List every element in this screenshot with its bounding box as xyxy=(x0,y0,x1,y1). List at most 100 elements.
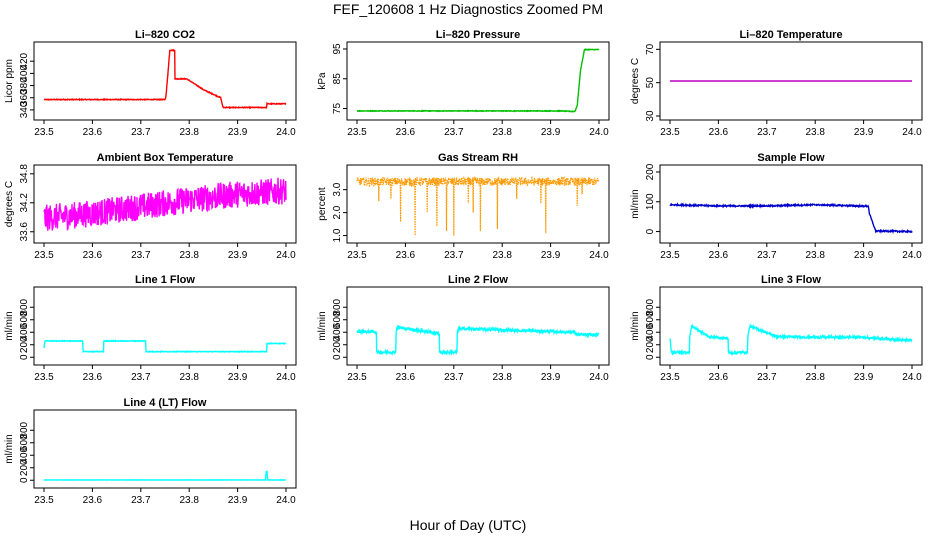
plot-frame xyxy=(346,164,610,244)
y-tick-label: 30 xyxy=(645,110,656,122)
x-tick-label: 24.0 xyxy=(589,372,609,383)
y-tick-label: 85 xyxy=(332,73,343,85)
y-tick-label: 34.2 xyxy=(19,193,30,213)
y-tick-label: 200 xyxy=(19,459,30,476)
x-tick-label: 23.8 xyxy=(179,372,199,383)
y-tick-label: 0 xyxy=(19,477,30,483)
y-axis-label: ml/min xyxy=(630,311,641,340)
y-tick-label: 600 xyxy=(332,311,343,328)
panel-title: Li–820 CO2 xyxy=(135,29,195,41)
x-tick-label: 23.5 xyxy=(347,127,367,138)
x-tick-label: 23.6 xyxy=(396,127,416,138)
x-tick-label: 23.5 xyxy=(34,495,54,506)
panel-title: Line 2 Flow xyxy=(448,274,508,286)
y-tick-label: 600 xyxy=(19,311,30,328)
y-tick-label: 95 xyxy=(332,43,343,55)
x-tick-label: 23.5 xyxy=(34,372,54,383)
x-tick-label: 23.6 xyxy=(83,250,103,261)
x-tick-label: 23.7 xyxy=(757,250,777,261)
x-tick-label: 24.0 xyxy=(276,127,296,138)
x-tick-label: 23.5 xyxy=(347,250,367,261)
x-tick-label: 23.9 xyxy=(854,372,874,383)
x-tick-label: 24.0 xyxy=(902,372,922,383)
y-axis-label: percent xyxy=(317,187,328,221)
x-tick-label: 23.7 xyxy=(131,372,151,383)
plot-frame xyxy=(659,286,923,366)
y-tick-label: 340 xyxy=(19,101,30,118)
panel-title: Li–820 Pressure xyxy=(436,29,520,41)
series-line xyxy=(43,339,287,354)
panel-3: Li–820 Temperature 23.5 23.6 23.7 23.8 23.9 24… xyxy=(630,29,923,138)
panel-9: Line 3 Flow 23.5 23.6 23.7 23.8 23.9 24.0 02004… xyxy=(630,274,923,383)
x-tick-label: 23.5 xyxy=(34,127,54,138)
x-tick-label: 23.9 xyxy=(228,495,248,506)
x-tick-label: 23.8 xyxy=(492,250,512,261)
x-tick-label: 23.6 xyxy=(709,127,729,138)
x-tick-label: 23.6 xyxy=(709,372,729,383)
y-axis-label: degrees C xyxy=(630,58,641,104)
y-tick-label: 400 xyxy=(19,65,30,82)
x-tick-label: 24.0 xyxy=(276,495,296,506)
x-tick-label: 23.6 xyxy=(709,250,729,261)
panel-10: Line 4 (LT) Flow 23.5 23.6 23.7 23.8 23.9 24.0… xyxy=(4,397,297,506)
y-tick-label: 200 xyxy=(332,336,343,353)
y-axis-label: degrees C xyxy=(4,181,15,227)
x-tick-label: 23.9 xyxy=(541,372,561,383)
x-tick-label: 23.5 xyxy=(660,127,680,138)
y-tick-label: 200 xyxy=(645,163,656,180)
y-tick-label: 200 xyxy=(19,336,30,353)
y-tick-label: 33.6 xyxy=(19,222,30,242)
series-line xyxy=(356,324,600,356)
x-tick-label: 23.7 xyxy=(444,372,464,383)
plot-frame xyxy=(346,41,610,121)
y-tick-label: 75 xyxy=(332,103,343,115)
x-axis-label: Hour of Day (UTC) xyxy=(409,517,527,533)
y-tick-label: 0 xyxy=(645,228,656,234)
panel-title: Gas Stream RH xyxy=(438,152,518,164)
panel-title: Line 3 Flow xyxy=(761,274,821,286)
y-tick-label: 800 xyxy=(332,298,343,315)
x-tick-label: 23.5 xyxy=(660,250,680,261)
x-tick-label: 24.0 xyxy=(589,250,609,261)
x-tick-label: 23.9 xyxy=(854,250,874,261)
y-axis-label: ml/min xyxy=(4,311,15,340)
y-tick-label: 400 xyxy=(645,323,656,340)
series-line xyxy=(669,201,913,235)
plot-frame xyxy=(659,164,923,244)
x-tick-label: 23.9 xyxy=(228,372,248,383)
y-tick-label: 100 xyxy=(645,193,656,210)
y-tick-label: 50 xyxy=(645,77,656,89)
series-line xyxy=(43,48,287,110)
series-line xyxy=(669,322,913,356)
x-tick-label: 23.6 xyxy=(83,495,103,506)
y-tick-label: 1.0 xyxy=(332,228,343,242)
y-tick-label: 400 xyxy=(19,323,30,340)
x-tick-label: 23.8 xyxy=(492,127,512,138)
x-tick-label: 23.5 xyxy=(660,372,680,383)
x-tick-label: 23.5 xyxy=(34,250,54,261)
y-axis-label: ml/min xyxy=(4,434,15,463)
x-tick-label: 23.8 xyxy=(805,127,825,138)
x-tick-label: 23.8 xyxy=(805,372,825,383)
y-axis-label: Licor ppm xyxy=(4,59,15,103)
plot-frame xyxy=(346,286,610,366)
x-tick-label: 24.0 xyxy=(276,372,296,383)
plot-frame xyxy=(33,409,297,489)
series-line xyxy=(43,470,286,482)
y-tick-label: 600 xyxy=(645,311,656,328)
plot-frame xyxy=(33,164,297,244)
x-tick-label: 23.7 xyxy=(757,372,777,383)
y-tick-label: 2.0 xyxy=(332,205,343,219)
panel-7: Line 1 Flow 23.5 23.6 23.7 23.8 23.9 24.0 02004… xyxy=(4,274,297,383)
x-tick-label: 23.6 xyxy=(396,250,416,261)
panel-8: Line 2 Flow 23.5 23.6 23.7 23.8 23.9 24.0 02004… xyxy=(317,274,610,383)
panel-6: Sample Flow 23.5 23.6 23.7 23.8 23.9 24.0 0 100 2… xyxy=(630,152,923,261)
y-tick-label: 0 xyxy=(332,354,343,360)
x-tick-label: 24.0 xyxy=(902,127,922,138)
y-axis-label: ml/min xyxy=(317,311,328,340)
x-tick-label: 23.8 xyxy=(179,250,199,261)
x-tick-label: 23.6 xyxy=(396,372,416,383)
y-tick-label: 70 xyxy=(645,43,656,55)
y-tick-label: 0 xyxy=(19,354,30,360)
